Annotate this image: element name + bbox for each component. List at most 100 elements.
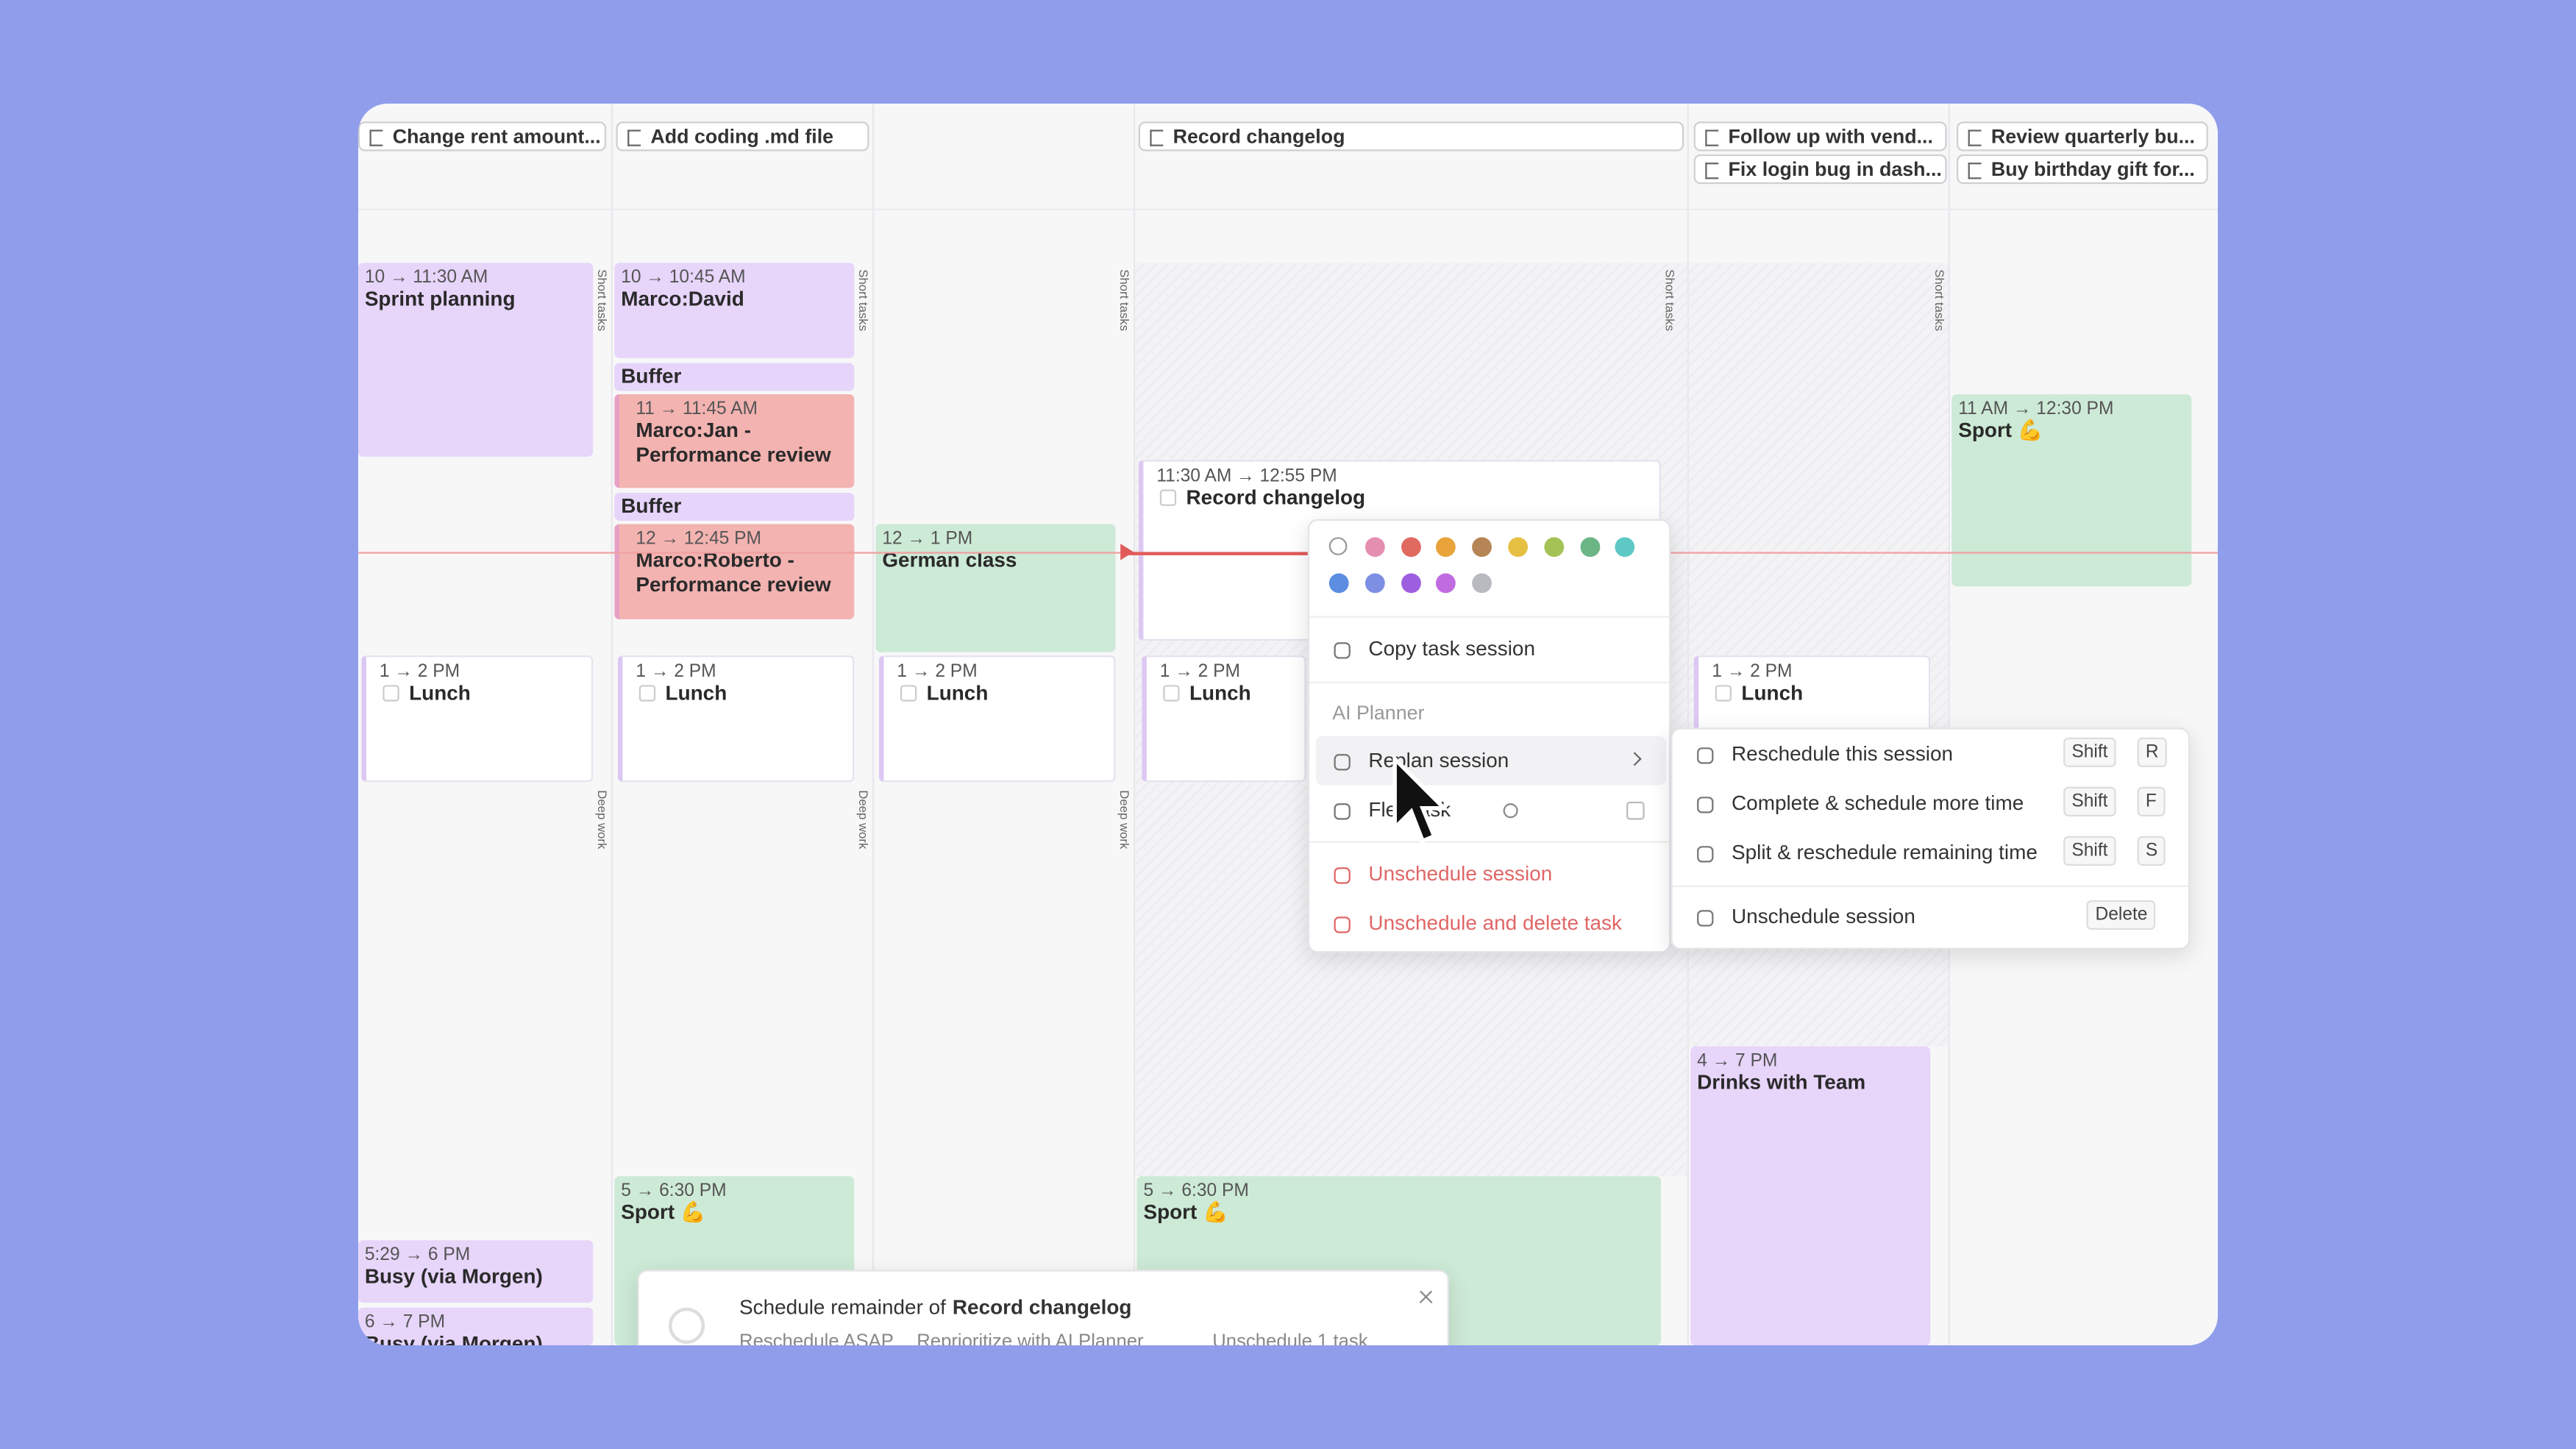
no-color-swatch[interactable] bbox=[1328, 537, 1348, 555]
shortcut-key: F bbox=[2137, 786, 2166, 816]
checkbox[interactable] bbox=[1715, 685, 1732, 702]
cursor-arrow bbox=[1392, 755, 1449, 844]
menu-item[interactable]: Split & reschedule remaining time bbox=[1732, 841, 2038, 864]
event-title: Lunch bbox=[1160, 682, 1298, 707]
task-pill[interactable]: Add coding .md file bbox=[616, 121, 869, 152]
event-title: Busy (via Morgen) bbox=[364, 1264, 543, 1288]
color-swatch[interactable] bbox=[1401, 537, 1420, 558]
column-divider bbox=[1687, 103, 1689, 1346]
menu-icon bbox=[1697, 747, 1714, 764]
checkbox[interactable] bbox=[638, 685, 656, 702]
lane-label: Deep work bbox=[1117, 790, 1132, 850]
menu-item[interactable]: Unschedule and delete task bbox=[1368, 911, 1622, 935]
calendar-event[interactable]: 6 → 7 PM Busy (via Morgen) bbox=[357, 1307, 594, 1346]
calendar-event[interactable]: 10 → 11:30 AM Sprint planning bbox=[357, 263, 594, 457]
separator bbox=[1309, 841, 1670, 843]
event-time: 4 → 7 PM bbox=[1697, 1051, 1778, 1072]
menu-icon bbox=[1334, 867, 1351, 884]
color-swatch[interactable] bbox=[1365, 573, 1385, 594]
event-time: 5 → 6:30 PM bbox=[621, 1181, 727, 1201]
lane-label: Short tasks bbox=[594, 269, 610, 332]
event-time: 12 → 1 PM bbox=[882, 529, 973, 549]
color-swatch[interactable] bbox=[1472, 573, 1492, 594]
column-divider bbox=[1948, 103, 1951, 1346]
event-title: Record changelog bbox=[1156, 486, 1652, 511]
shortcut-key: Shift bbox=[2063, 786, 2116, 816]
event-title: Sport 💪 bbox=[1958, 419, 2043, 442]
menu-item[interactable]: Replan session bbox=[1368, 749, 1509, 772]
color-swatch[interactable] bbox=[1579, 537, 1600, 558]
color-swatch[interactable] bbox=[1543, 537, 1564, 558]
calendar-event[interactable]: 1 → 2 PM Lunch bbox=[617, 655, 855, 783]
menu-icon bbox=[1697, 910, 1714, 927]
toast-task: Record changelog bbox=[952, 1296, 1132, 1320]
color-swatch[interactable] bbox=[1508, 537, 1529, 558]
info-icon bbox=[1503, 803, 1518, 819]
task-pill[interactable]: Fix login bug in dash... bbox=[1693, 154, 1947, 185]
event-time: 1 → 2 PM bbox=[1712, 662, 1793, 682]
toast-title: Schedule remainder of Record changelog bbox=[739, 1296, 1131, 1319]
menu-icon bbox=[1697, 846, 1714, 863]
calendar-event[interactable]: 5:29 → 6 PM Busy (via Morgen) bbox=[357, 1240, 594, 1303]
hover-row bbox=[1315, 736, 1666, 786]
menu-icon bbox=[1334, 803, 1351, 820]
menu-item[interactable]: Unschedule session bbox=[1732, 905, 1915, 928]
event-title: Lunch bbox=[897, 682, 1107, 707]
task-pill[interactable]: Buy birthday gift for... bbox=[1956, 154, 2208, 185]
all-day-divider bbox=[357, 208, 2219, 210]
calendar-event[interactable]: Buffer bbox=[614, 363, 855, 391]
separator bbox=[1309, 681, 1670, 684]
toast-prefix: Schedule remainder of bbox=[739, 1296, 946, 1320]
menu-item[interactable]: Unschedule session bbox=[1368, 862, 1553, 886]
menu-item[interactable]: Copy task session bbox=[1368, 637, 1535, 661]
menu-item: AI Planner bbox=[1332, 701, 1425, 724]
lane-label: Deep work bbox=[594, 790, 610, 850]
lane-label: Short tasks bbox=[1662, 269, 1678, 332]
event-time: 5:29 → 6 PM bbox=[364, 1245, 471, 1265]
event-time: 11 → 11:45 AM bbox=[636, 399, 758, 419]
task-pill[interactable]: Follow up with vend... bbox=[1693, 121, 1947, 152]
calendar-event[interactable]: Buffer bbox=[614, 493, 855, 521]
event-title: Marco:Roberto - Performance review bbox=[636, 548, 831, 597]
event-title: Marco:Jan - Performance review bbox=[636, 419, 831, 467]
toggle[interactable] bbox=[1626, 801, 1645, 820]
event-title: Buffer bbox=[621, 364, 682, 388]
calendar-event[interactable]: 4 → 7 PM Drinks with Team bbox=[1690, 1046, 1931, 1346]
event-time: 5 → 6:30 PM bbox=[1143, 1181, 1249, 1201]
color-swatch[interactable] bbox=[1365, 537, 1385, 558]
calendar-event[interactable]: 12 → 12:45 PM Marco:Roberto - Performance… bbox=[614, 524, 855, 619]
task-pill[interactable]: Record changelog bbox=[1138, 121, 1684, 152]
calendar-event[interactable]: 11 → 11:45 AM Marco:Jan - Performance rev… bbox=[614, 394, 855, 488]
menu-icon bbox=[1334, 754, 1351, 771]
menu-item[interactable]: Reschedule this session bbox=[1732, 742, 1954, 766]
checkbox[interactable] bbox=[1159, 489, 1177, 506]
event-time: 11:30 AM → 12:55 PM bbox=[1156, 466, 1337, 487]
calendar-event[interactable]: 1 → 2 PM Lunch bbox=[878, 655, 1116, 783]
event-title: Lunch bbox=[636, 682, 846, 707]
checkbox[interactable] bbox=[383, 685, 399, 702]
event-title: Drinks with Team bbox=[1697, 1071, 1866, 1094]
event-time: 10 → 11:30 AM bbox=[364, 268, 488, 288]
color-swatch[interactable] bbox=[1401, 573, 1420, 594]
color-swatch[interactable] bbox=[1328, 573, 1349, 594]
checkbox[interactable] bbox=[1163, 685, 1180, 702]
lane-label: Deep work bbox=[855, 790, 871, 850]
event-time: 1 → 2 PM bbox=[636, 662, 716, 682]
color-swatch[interactable] bbox=[1615, 537, 1636, 558]
color-swatch[interactable] bbox=[1436, 573, 1456, 594]
calendar-event[interactable]: 1 → 2 PM Lunch bbox=[361, 655, 594, 783]
calendar-event[interactable]: 11 AM → 12:30 PM Sport 💪 bbox=[1951, 394, 2192, 587]
event-time: 1 → 2 PM bbox=[897, 662, 978, 682]
menu-item[interactable]: Complete & schedule more time bbox=[1732, 791, 2024, 815]
calendar-event[interactable]: 12 → 1 PM German class bbox=[875, 524, 1116, 652]
calendar-event[interactable]: 1 → 2 PM Lunch bbox=[1142, 655, 1306, 783]
task-pill[interactable]: Change rent amount... bbox=[357, 121, 607, 152]
checkbox[interactable] bbox=[900, 685, 917, 702]
color-swatch[interactable] bbox=[1436, 537, 1456, 558]
color-swatch[interactable] bbox=[1472, 537, 1492, 558]
event-title: Sport 💪 bbox=[1143, 1200, 1228, 1224]
calendar-event[interactable]: 10 → 10:45 AM Marco:David bbox=[614, 263, 855, 358]
task-pill[interactable]: Review quarterly bu... bbox=[1956, 121, 2208, 152]
